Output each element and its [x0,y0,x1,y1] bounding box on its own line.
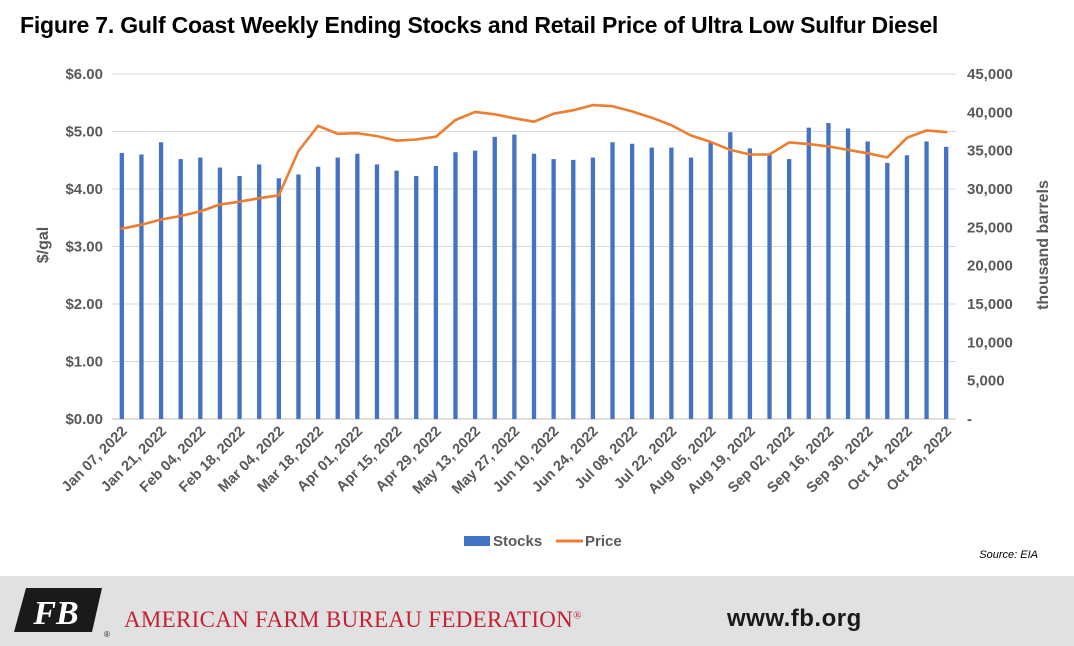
stocks-bar [296,174,301,419]
organization-name: AMERICAN FARM BUREAU FEDERATION® [124,607,582,632]
left-axis-label: $/gal [35,227,52,263]
stocks-bar [158,142,164,419]
right-tick-label: 15,000 [967,296,1013,313]
stocks-bar [610,142,615,419]
stocks-bar [590,157,596,420]
stocks-bars [119,123,949,420]
right-tick-label: 30,000 [967,181,1013,198]
stocks-bar [374,164,380,419]
legend-stocks-swatch [464,536,490,546]
stocks-bar [433,166,439,419]
footer-banner: FB ® AMERICAN FARM BUREAU FEDERATION® ww… [0,576,1074,646]
svg-text:®: ® [104,630,110,638]
legend-price-label: Price [585,533,622,550]
website-link[interactable]: www.fb.org [727,605,862,632]
right-axis-label: thousand barrels [1035,180,1052,310]
chart-title: Figure 7. Gulf Coast Weekly Ending Stock… [20,12,939,38]
right-tick-label: 45,000 [967,66,1013,83]
right-tick-label: 20,000 [967,258,1013,275]
stocks-bar [394,170,399,419]
stocks-bar [531,153,537,419]
stocks-bar [119,152,124,419]
right-tick-label: 5,000 [967,373,1005,390]
stocks-bar [414,175,419,419]
stocks-bar [708,142,713,419]
stocks-bar [924,141,929,419]
price-line [120,103,948,230]
source-note: Source: EIA [979,549,1038,561]
left-tick-label: $4.00 [65,181,103,198]
farm-bureau-logo: FB ® [14,588,110,638]
left-tick-label: $2.00 [65,296,103,313]
stocks-bar [139,154,144,419]
right-axis: - 5,000 10,000 15,000 20,000 25,000 30,000 35,0… [967,66,1013,428]
left-tick-label: $3.00 [65,239,103,256]
legend: Stocks Price [464,533,622,550]
stocks-bar [728,132,733,419]
left-tick-label: $0.00 [65,411,103,428]
right-tick-label: 25,000 [967,219,1013,236]
stocks-bar [217,167,223,419]
stocks-bar [865,141,870,419]
left-tick-label: $6.00 [65,66,103,83]
stocks-bar [472,150,478,419]
left-tick-label: $5.00 [65,124,103,141]
right-tick-label: 40,000 [967,104,1013,121]
right-tick-label: - [967,411,972,428]
stocks-bar [826,123,831,420]
stocks-bar [845,128,851,419]
left-axis: $0.00 $1.00 $2.00 $3.00 $4.00 $5.00 $6.00 [65,66,103,428]
right-tick-label: 35,000 [967,143,1013,160]
stocks-bar [335,157,340,420]
price-line-layer [120,103,948,230]
stocks-bar [944,146,949,420]
stocks-bar [315,166,321,419]
stocks-bar [453,152,458,419]
legend-stocks-label: Stocks [493,533,542,550]
stocks-bar [276,178,281,419]
stocks-bar [669,147,674,419]
stocks-bar [257,164,262,419]
stocks-bar [806,127,811,420]
stocks-bar [747,148,753,419]
stocks-bar [767,154,772,419]
stocks-bar [629,143,635,419]
chart-canvas: $0.00 $1.00 $2.00 $3.00 $4.00 $5.00 $6.00 - 5,0… [35,66,1052,550]
stocks-bar [904,155,910,419]
left-tick-label: $1.00 [65,354,103,371]
svg-text:FB: FB [32,595,78,632]
stocks-bar [688,157,694,420]
stocks-bar [198,157,203,420]
stocks-bar [571,159,576,419]
stocks-bar [355,153,360,419]
stocks-bar [492,136,497,419]
stocks-bar [551,159,556,419]
stocks-bar [787,159,792,419]
stocks-bar [178,159,183,419]
stocks-bar [237,175,242,419]
stocks-bar [512,134,517,420]
stocks-bar [649,147,654,419]
stocks-bar [885,162,890,419]
right-tick-label: 10,000 [967,334,1013,351]
